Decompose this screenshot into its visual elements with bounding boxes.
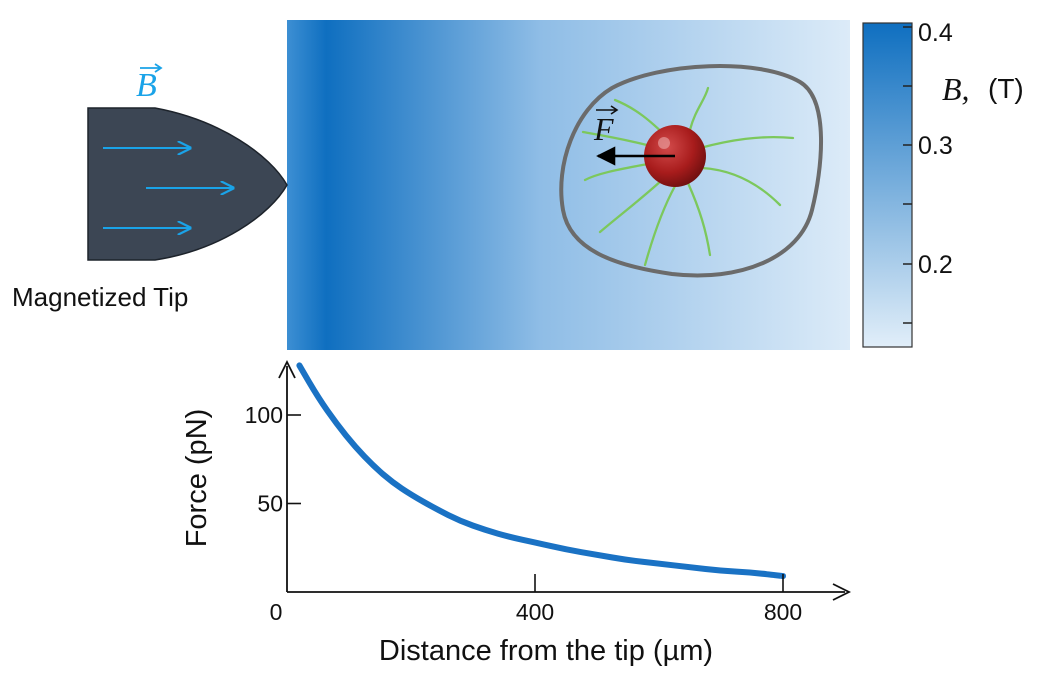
x-axis-label: Distance from the tip (µm): [379, 635, 713, 667]
magnetized-tip: B Magnetized Tip: [12, 63, 288, 312]
bead-highlight: [658, 137, 670, 149]
force-symbol-label: F: [593, 111, 614, 147]
colorbar-tick-label: 0.3: [918, 132, 953, 160]
y-tick-label: 100: [245, 402, 283, 428]
tip-label: Magnetized Tip: [12, 282, 188, 312]
cell-membrane: [559, 64, 824, 278]
colorbar-gradient: [862, 22, 913, 348]
y-axis-label: Force (pN): [181, 409, 213, 548]
force-curve: [296, 362, 786, 580]
y-tick-label: 50: [257, 491, 283, 517]
colorbar-tick-label: 0.2: [918, 251, 953, 279]
cell: F: [559, 64, 824, 278]
y-axis-arrowhead: [278, 359, 296, 379]
colorbar: 0.4 0.3 0.2 B, (T): [862, 19, 1024, 348]
x-tick-label: 0: [270, 599, 283, 625]
vector-arrow-icon: [596, 105, 619, 115]
colorbar-title-symbol: B,: [942, 71, 970, 107]
filaments: [581, 86, 795, 267]
x-axis-arrowhead: [832, 583, 852, 601]
tip-body: [87, 107, 288, 261]
field-symbol-label: B: [136, 67, 157, 104]
colorbar-tick-label: 0.4: [918, 19, 953, 47]
colorbar-title-unit: (T): [988, 73, 1024, 104]
chart-marks: 0 400 800 50 100: [245, 362, 802, 625]
vector-arrow-icon: [140, 63, 163, 73]
x-tick-label: 800: [764, 599, 802, 625]
x-tick-label: 400: [516, 599, 554, 625]
